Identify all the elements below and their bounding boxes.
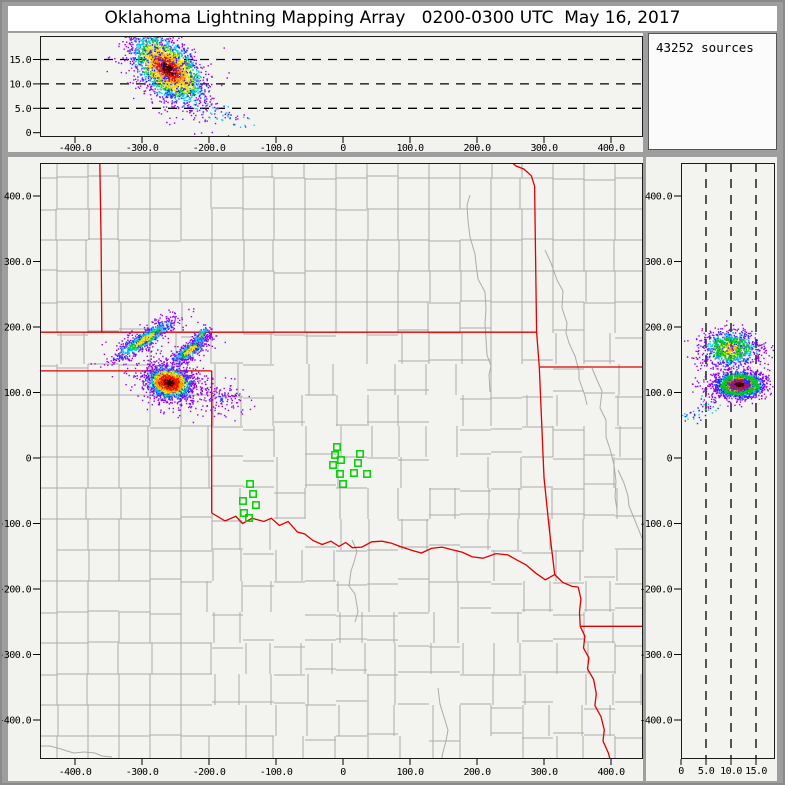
tick-label: 15.0 [745, 766, 767, 777]
station-marker [356, 450, 364, 458]
station-marker [339, 480, 347, 488]
axis-ticks: 0 5.0 10.0 15.0 400.0 300.0 200.0 100.0 0 -100.0 -… [639, 192, 768, 778]
axis-ticks: -400.0 -300.0 -200.0 -100.0 0 100.0 200.0 300.0… [0, 192, 626, 779]
tick-label: 300.0 [4, 257, 32, 268]
tick-label: -300.0 [0, 650, 32, 661]
tick-label: -400.0 [59, 767, 92, 778]
station-marker [333, 443, 341, 451]
tick-label: 100.0 [4, 388, 32, 399]
tick-label: -400.0 [639, 716, 672, 727]
tick-label: 0 [340, 767, 346, 778]
source-count-label: 43252 sources [656, 40, 754, 55]
tick-label: 400.0 [597, 143, 625, 154]
tick-label: -300.0 [126, 767, 159, 778]
title-bar: Oklahoma Lightning Mapping Array 0200-03… [8, 6, 777, 31]
plot-area[interactable] [40, 163, 643, 759]
tick-label: 300.0 [530, 767, 558, 778]
river-lines [40, 194, 643, 759]
plot-frame [681, 163, 775, 759]
tick-label: 200.0 [463, 767, 491, 778]
altitude-gridlines [40, 58, 643, 109]
plot-frame [40, 36, 643, 137]
tick-label: 10.0 [9, 79, 31, 90]
station-marker [252, 501, 260, 509]
tick-label: 200.0 [4, 323, 32, 334]
county-boundaries [40, 163, 643, 759]
plot-frame [40, 163, 643, 759]
lightning-source-density [90, 308, 256, 424]
window-title: Oklahoma Lightning Mapping Array 0200-03… [104, 8, 681, 28]
axis-ticks: -400.0 -300.0 -200.0 -100.0 0 100.0 200.0 300.0… [9, 55, 625, 154]
tick-label: 200.0 [463, 143, 491, 154]
station-marker [336, 470, 344, 478]
altitude-gridlines [705, 163, 757, 759]
station-marker [240, 509, 248, 517]
ew-altitude-plot[interactable]: -400.0 -300.0 -200.0 -100.0 0 100.0 200.0 300.0… [9, 0, 643, 154]
tick-label: 5.0 [698, 766, 715, 777]
station-marker [363, 470, 371, 478]
lma-stations [239, 443, 371, 522]
ns-altitude-plot[interactable]: 0 5.0 10.0 15.0 400.0 300.0 200.0 100.0 0 -100.0 -… [639, 163, 784, 777]
tick-label: 100.0 [645, 388, 673, 399]
tick-label: 0 [340, 143, 346, 154]
station-marker [331, 451, 339, 459]
tick-label: -300.0 [639, 650, 672, 661]
station-marker [350, 469, 358, 477]
station-marker [337, 456, 345, 464]
tick-label: 0 [667, 454, 673, 465]
tick-label: 400.0 [4, 192, 32, 203]
tick-label: 0 [26, 128, 32, 139]
tick-label: 0 [26, 454, 32, 465]
tick-label: 0 [678, 766, 684, 777]
source-count-box: 43252 sources [648, 33, 777, 150]
tick-label: 100.0 [396, 143, 424, 154]
station-marker [246, 480, 254, 488]
tick-label: -200.0 [193, 767, 226, 778]
lightning-source-density [682, 320, 775, 425]
tick-label: -100.0 [260, 143, 293, 154]
tick-label: 400.0 [645, 192, 673, 203]
tick-label: 5.0 [15, 104, 32, 115]
plot-area[interactable] [681, 163, 775, 759]
station-marker [354, 459, 362, 467]
tick-label: 200.0 [645, 323, 673, 334]
station-marker [329, 461, 337, 469]
tick-label: 300.0 [530, 143, 558, 154]
tick-label: -200.0 [0, 585, 32, 596]
tick-label: 100.0 [396, 767, 424, 778]
lightning-source-density [106, 36, 255, 137]
tick-label: 400.0 [597, 767, 625, 778]
tick-label: -300.0 [126, 143, 159, 154]
tick-label: -100.0 [639, 519, 672, 530]
tick-label: -400.0 [0, 716, 32, 727]
station-marker [249, 490, 257, 498]
plan-view-plot[interactable]: -400.0 -300.0 -200.0 -100.0 0 100.0 200.0 300.0… [0, 115, 708, 785]
tick-label: -200.0 [639, 585, 672, 596]
tick-label: 10.0 [720, 766, 742, 777]
tick-label: -200.0 [193, 143, 226, 154]
tick-label: 15.0 [9, 55, 31, 66]
tick-label: 300.0 [645, 257, 673, 268]
station-marker [245, 514, 253, 522]
tick-label: -400.0 [59, 143, 92, 154]
tick-label: -100.0 [0, 519, 32, 530]
station-marker [239, 497, 247, 505]
tick-label: -100.0 [260, 767, 293, 778]
